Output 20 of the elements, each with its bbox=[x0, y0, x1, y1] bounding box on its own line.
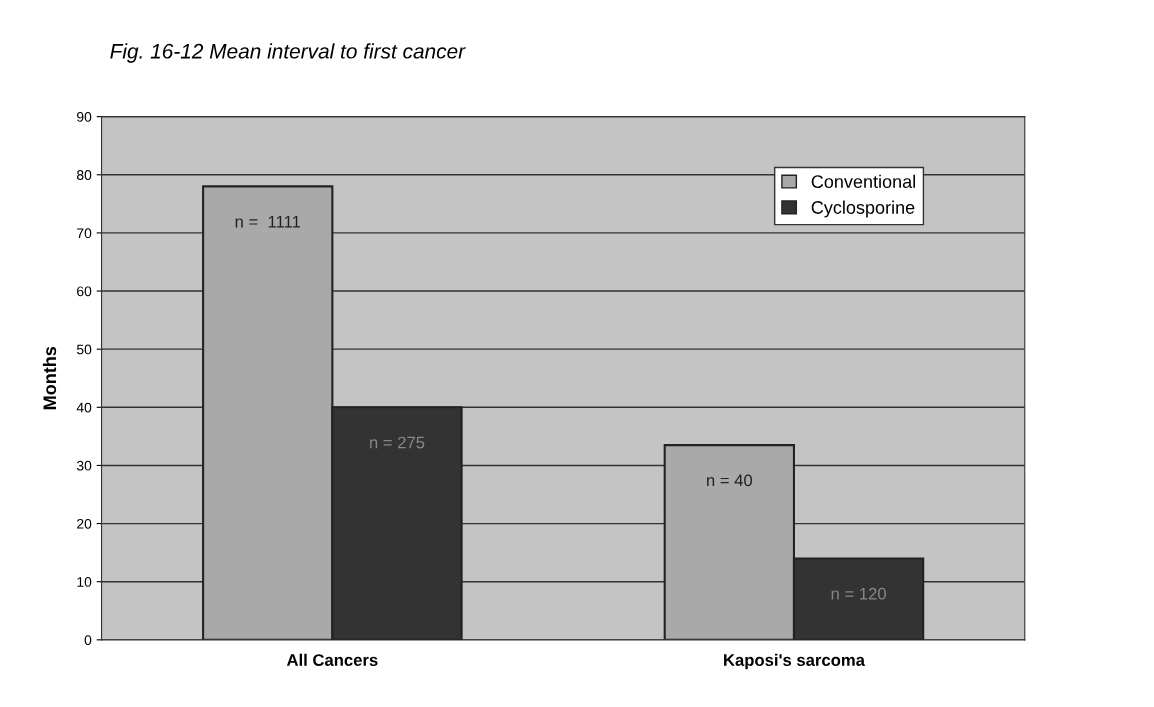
annotation: n = 275 bbox=[370, 436, 425, 449]
y-tick-label: 80 bbox=[76, 170, 92, 180]
y-tick-label: 20 bbox=[77, 518, 92, 529]
y-axis-title: Months bbox=[42, 346, 57, 410]
legend-label: Cyclosporine bbox=[811, 200, 915, 218]
x-tick-label: All Cancers bbox=[286, 653, 378, 666]
y-tick-label: 10 bbox=[77, 577, 92, 587]
y-tick-label: 0 bbox=[84, 635, 92, 645]
y-tick-label: 70 bbox=[77, 228, 92, 239]
y-tick-label: 50 bbox=[76, 344, 92, 355]
y-tick-label: 30 bbox=[76, 460, 92, 471]
annotation: n = 1111 bbox=[235, 215, 301, 228]
annotation: n = 120 bbox=[831, 587, 886, 600]
y-tick-label: 40 bbox=[76, 402, 92, 413]
legend-label: Conventional bbox=[811, 174, 915, 189]
x-tick-label: Kaposi's sarcoma bbox=[724, 653, 866, 670]
y-tick-label: 60 bbox=[77, 286, 92, 297]
y-tick-label: 90 bbox=[77, 111, 92, 122]
chart-title: Fig. 16-12 Mean interval to first cancer bbox=[110, 43, 466, 63]
annotation: n = 40 bbox=[707, 474, 753, 487]
